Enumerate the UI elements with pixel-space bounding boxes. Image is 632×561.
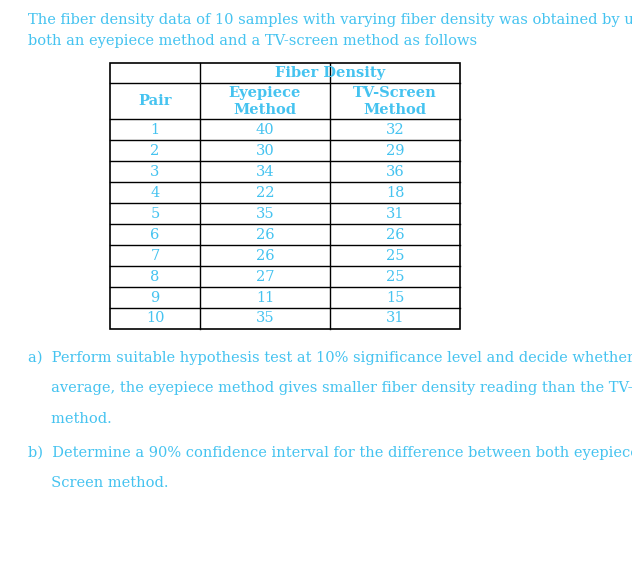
Text: 15: 15	[386, 291, 404, 305]
Text: Fiber Density: Fiber Density	[275, 66, 385, 80]
Text: 25: 25	[386, 269, 404, 283]
Text: The fiber density data of 10 samples with varying fiber density was obtained by : The fiber density data of 10 samples wit…	[28, 13, 632, 27]
Text: 5: 5	[150, 206, 160, 220]
Text: b)  Determine a 90% confidence interval for the difference between both eyepiece: b) Determine a 90% confidence interval f…	[28, 446, 632, 461]
Text: 18: 18	[386, 186, 404, 200]
Text: 26: 26	[256, 228, 274, 241]
Text: 35: 35	[256, 206, 274, 220]
Text: average, the eyepiece method gives smaller fiber density reading than the TV-scr: average, the eyepiece method gives small…	[28, 381, 632, 396]
Text: 9: 9	[150, 291, 160, 305]
Text: Screen method.: Screen method.	[28, 476, 169, 490]
Text: Pair: Pair	[138, 94, 172, 108]
Text: Method: Method	[233, 103, 296, 117]
Text: 4: 4	[150, 186, 160, 200]
Text: 29: 29	[386, 144, 404, 158]
Bar	[110, 63, 460, 329]
Text: 36: 36	[386, 164, 404, 178]
Text: 26: 26	[386, 228, 404, 241]
Text: 1: 1	[150, 122, 159, 136]
Text: 34: 34	[256, 164, 274, 178]
Text: 8: 8	[150, 269, 160, 283]
Text: 2: 2	[150, 144, 160, 158]
Text: a)  Perform suitable hypothesis test at 10% significance level and decide whethe: a) Perform suitable hypothesis test at 1…	[28, 351, 632, 365]
Text: 30: 30	[255, 144, 274, 158]
Text: both an eyepiece method and a TV-screen method as follows: both an eyepiece method and a TV-screen …	[28, 34, 477, 48]
Text: 31: 31	[386, 206, 404, 220]
Text: 31: 31	[386, 311, 404, 325]
Text: 35: 35	[256, 311, 274, 325]
Text: 10: 10	[146, 311, 164, 325]
Text: 32: 32	[386, 122, 404, 136]
Text: 40: 40	[256, 122, 274, 136]
Text: Eyepiece: Eyepiece	[229, 86, 301, 100]
Text: method.: method.	[28, 412, 112, 426]
Text: 25: 25	[386, 249, 404, 263]
Text: 6: 6	[150, 228, 160, 241]
Text: 26: 26	[256, 249, 274, 263]
Text: Method: Method	[363, 103, 427, 117]
Text: 11: 11	[256, 291, 274, 305]
Text: 27: 27	[256, 269, 274, 283]
Text: 3: 3	[150, 164, 160, 178]
Text: 7: 7	[150, 249, 160, 263]
Text: 22: 22	[256, 186, 274, 200]
Text: TV-Screen: TV-Screen	[353, 86, 437, 100]
